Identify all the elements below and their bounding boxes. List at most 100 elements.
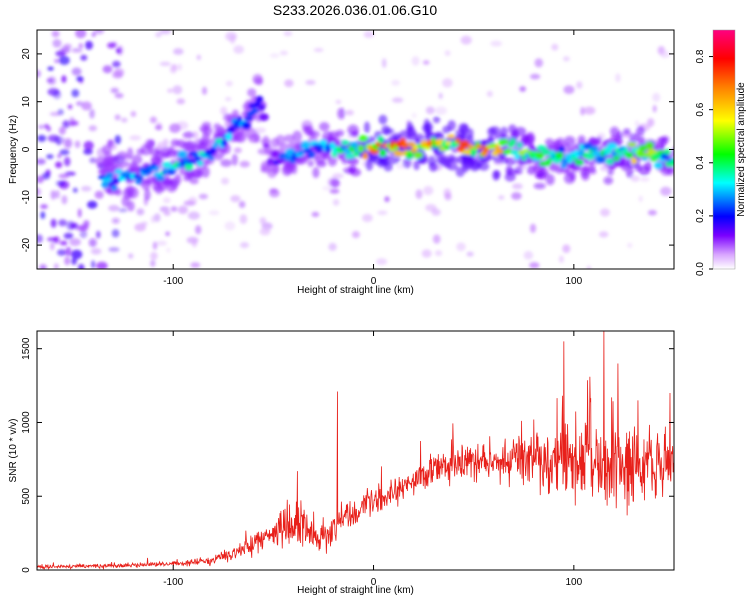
spectrogram-noise-cell	[69, 238, 81, 247]
spectrogram-halo-cell	[458, 133, 469, 142]
spectrogram-ridge-cell	[422, 146, 432, 150]
spectrogram-noise-cell	[529, 262, 540, 269]
spectrogram-noise-cell	[58, 173, 70, 179]
spectrogram-halo-cell	[184, 140, 197, 152]
spectrogram-noise-cell	[583, 106, 596, 115]
spectrogram-noise-cell	[345, 109, 354, 116]
spectrogram-noise-cell	[94, 190, 104, 199]
spectrogram-ridge-cell	[105, 172, 114, 179]
y-tick-label: 0	[21, 146, 32, 152]
spectrogram-ridge-cell	[554, 151, 564, 160]
spectrogram-noise-cell	[47, 66, 54, 71]
spectrogram-noise-cell	[91, 32, 96, 37]
spectrogram-ridge-cell	[516, 142, 523, 148]
spectrogram-ridge-cell	[212, 143, 219, 148]
spectrogram-noise-cell	[155, 32, 162, 38]
spectrogram-noise-cell	[74, 140, 81, 149]
snr-y-axis-label: SNR (10 * v/v)	[8, 419, 19, 483]
spectrogram-ridge-cell	[670, 158, 674, 167]
spectrogram-noise-cell	[177, 205, 188, 215]
spectrogram-noise-cell	[460, 35, 472, 45]
spectrogram-ridge-cell	[208, 156, 215, 161]
spectrogram-ridge-cell	[262, 143, 270, 148]
spectrogram-noise-cell	[562, 244, 571, 253]
colorbar-frame	[712, 29, 736, 270]
spectrogram-noise-cell	[87, 200, 98, 209]
spectrogram-noise-cell	[63, 232, 74, 240]
spectrogram-noise-cell	[52, 90, 62, 100]
spectrogram-y-axis-label: Frequency (Hz)	[8, 115, 19, 184]
spectrogram-noise-cell	[384, 196, 390, 203]
spectrogram-noise-cell	[111, 229, 120, 238]
spectrogram-noise-cell	[91, 260, 96, 269]
spectrogram-noise-cell	[411, 56, 420, 66]
spectrogram-ridge-cell	[197, 160, 204, 166]
spectrogram-ridge-cell	[184, 162, 194, 171]
spectrogram-ridge-cell	[357, 144, 365, 153]
spectrogram-noise-cell	[220, 106, 228, 116]
spectrogram-ridge-cell	[590, 145, 599, 152]
spectrogram-noise-cell	[551, 43, 559, 51]
spectrogram-noise-cell	[558, 255, 564, 263]
spectrogram-noise-cell	[156, 240, 168, 246]
spectrogram-ridge-cell	[377, 136, 384, 144]
spectrogram-halo-cell	[347, 157, 359, 166]
spectrogram-noise-cell	[239, 214, 248, 225]
spectrogram-ridge-cell	[631, 157, 637, 165]
spectrogram-noise-cell	[376, 258, 388, 265]
x-tick-label: 100	[565, 577, 582, 588]
spectrogram-ridge-cell	[221, 139, 228, 147]
spectrogram-ridge-cell	[653, 162, 663, 169]
spectrogram-halo-cell	[433, 116, 441, 124]
figure-title: S233.2026.036.01.06.G10	[273, 2, 437, 18]
spectrogram-ridge-cell	[560, 163, 567, 169]
spectrogram-noise-cell	[55, 180, 66, 187]
spectrogram-noise-cell	[486, 90, 493, 97]
spectrogram-noise-cell	[57, 153, 62, 159]
spectrogram-halo-cell	[162, 178, 174, 186]
spectrogram-ridge-cell	[162, 161, 172, 168]
spectrogram-halo-cell	[525, 132, 536, 144]
spectrogram-ridge-cell	[270, 150, 280, 158]
spectrogram-ridge-cell	[504, 148, 513, 154]
spectrogram-noise-cell	[88, 125, 98, 132]
spectrogram-noise-cell	[55, 189, 60, 199]
spectrogram-ridge-cell	[645, 141, 654, 150]
spectrogram-noise-cell	[57, 249, 67, 256]
spectrogram-noise-cell	[490, 40, 503, 47]
spectrogram-halo-cell	[154, 182, 164, 195]
spectrogram-halo-cell	[335, 129, 345, 137]
spectrogram-noise-cell	[37, 69, 41, 78]
colorbar-tick-label: 0.2	[695, 209, 706, 223]
spectrogram-noise-cell	[598, 231, 609, 238]
spectrogram-noise-cell	[191, 239, 198, 248]
spectrogram-halo-cell	[337, 107, 346, 120]
spectrogram-noise-cell	[576, 81, 583, 89]
spectrogram-noise-cell	[652, 92, 661, 102]
spectrogram-noise-cell	[456, 242, 466, 252]
spectrogram-halo-cell	[220, 159, 232, 167]
spectrogram-noise-cell	[224, 221, 236, 231]
spectrogram-noise-cell	[431, 208, 441, 216]
spectrogram-halo-cell	[629, 133, 641, 143]
spectrogram-noise-cell	[172, 85, 183, 95]
x-tick-label: 0	[371, 577, 377, 588]
spectrogram-noise-cell	[61, 75, 67, 83]
spectrogram-noise-cell	[37, 187, 41, 196]
spectrogram-halo-cell	[148, 139, 156, 147]
spectrogram-noise-cell	[432, 234, 441, 244]
spectrogram-noise-cell	[77, 208, 82, 218]
spectrogram-noise-cell	[225, 31, 238, 41]
spectrogram-noise-cell	[46, 126, 51, 132]
y-tick-label: 1500	[21, 337, 32, 360]
spectrogram-noise-cell	[72, 187, 78, 193]
spectrogram-noise-cell	[130, 111, 137, 117]
spectrogram-noise-cell	[190, 262, 201, 268]
colorbar-ticks: 0.0 0.2 0.4 0.6 0.8	[695, 49, 713, 276]
spectrogram-ridge-cell	[210, 146, 217, 154]
spectrogram-ridge-cell	[255, 95, 264, 104]
spectrogram-ridge-cell	[574, 159, 584, 166]
spectrogram-noise-cell	[111, 217, 120, 224]
